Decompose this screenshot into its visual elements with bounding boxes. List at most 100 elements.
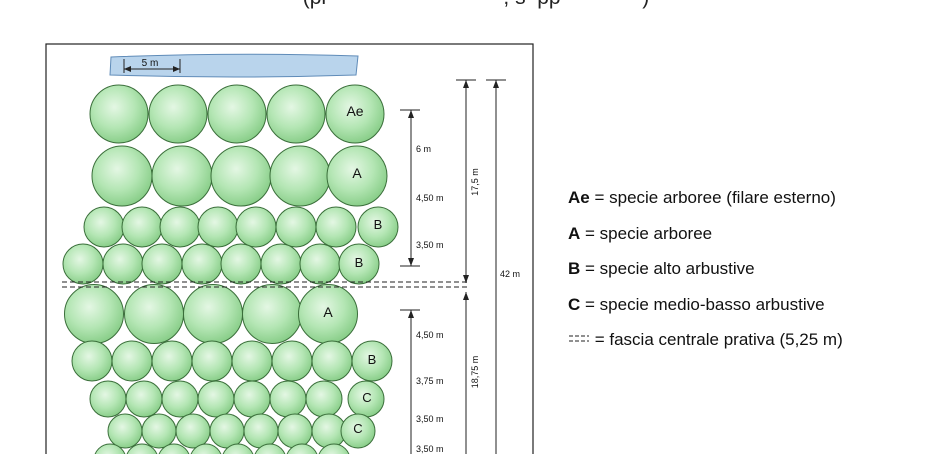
tree-canopy-circle (141, 243, 183, 285)
legend-item-a: A = specie arboree (568, 222, 843, 258)
spacing-label: 3,50 m (416, 240, 444, 250)
row-label-c-1: C (362, 390, 371, 405)
legend-code: C (568, 294, 581, 314)
row-label-ae: Ae (346, 103, 363, 119)
tree-canopy-circle (233, 380, 271, 418)
spacing-label: 3,50 m (416, 414, 444, 424)
tree-canopy-circle (315, 206, 357, 248)
tree-canopy-circle (197, 380, 235, 418)
tree-canopy-circle (125, 380, 163, 418)
row-label-a-2: A (323, 304, 333, 320)
tree-canopy-circle (299, 243, 341, 285)
legend-item-c: C = specie medio-basso arbustive (568, 293, 843, 329)
legend-code: A (568, 223, 581, 243)
tree-canopy-circle (269, 145, 331, 207)
tree-canopy-circle (141, 413, 177, 449)
legend-text: = fascia centrale prativa (5,25 m) (590, 330, 843, 349)
tree-canopy-circle (83, 206, 125, 248)
tree-canopy-circle (151, 340, 193, 382)
scale-bar: 5 m (123, 58, 181, 73)
legend: Ae = specie arboree (filare esterno) A =… (568, 186, 843, 364)
tree-canopy-circle (210, 145, 272, 207)
tree-canopy-circle (64, 284, 124, 344)
legend-text: = specie arboree (filare esterno) (589, 188, 836, 207)
tree-canopy-circle (126, 443, 158, 454)
top-caption: (pr , s pp ) (0, 0, 952, 10)
tree-canopy-circle (311, 340, 353, 382)
spacing-label: 4,50 m (416, 330, 444, 340)
row-label-c-2: C (353, 421, 362, 436)
dimension-half-upper (456, 79, 476, 283)
dimension-label-17-5: 17,5 m (470, 168, 480, 196)
row-label-a-1: A (352, 165, 362, 181)
tree-canopy-circle (121, 206, 163, 248)
tree-canopy-circle (357, 206, 399, 248)
dimension-half-lower (463, 292, 469, 454)
tree-canopy-circle (271, 340, 313, 382)
row-label-b-3: B (368, 352, 377, 367)
tree-canopy-circle (190, 443, 222, 454)
tree-canopy-circle (161, 380, 199, 418)
tree-canopy-circle (158, 443, 190, 454)
tree-canopy-circle (275, 206, 317, 248)
tree-canopy-circle (260, 243, 302, 285)
spacing-labels: 6 m 4,50 m 3,50 m 4,50 m 3,75 m 3,50 m 3… (416, 144, 444, 454)
legend-text: = specie arboree (580, 223, 713, 243)
legend-code: B (568, 259, 581, 278)
tree-canopy-circle (242, 284, 302, 344)
tree-canopy-circle (235, 206, 277, 248)
legend-text: = specie alto arbustive (580, 259, 755, 278)
scale-bar-label: 5 m (142, 58, 159, 69)
tree-canopy-circle (89, 84, 149, 144)
tree-canopy-circle (197, 206, 239, 248)
row-labels: Ae A B B A B C C (323, 103, 382, 436)
spacing-label: 4,50 m (416, 193, 444, 203)
tree-canopy-circle (207, 84, 267, 144)
row-label-b-2: B (355, 255, 364, 270)
tree-canopy-circle (102, 243, 144, 285)
tree-canopy-circle (159, 206, 201, 248)
row-label-b-1: B (374, 217, 383, 232)
tree-canopy-circle (266, 84, 326, 144)
tree-canopy-circle (277, 413, 313, 449)
tree-canopy-circle (209, 413, 245, 449)
dimension-label-42: 42 m (500, 269, 520, 279)
legend-text: = specie medio-basso arbustive (580, 294, 825, 314)
tree-canopy-circle (340, 413, 376, 449)
tree-canopy-circle (107, 413, 143, 449)
tree-rows (62, 84, 399, 454)
spacing-label: 6 m (416, 144, 431, 154)
tree-canopy-circle (62, 243, 104, 285)
row-spacing-upper (400, 109, 420, 267)
tree-canopy-circle (305, 380, 343, 418)
tree-canopy-circle (89, 380, 127, 418)
tree-canopy-circle (286, 443, 318, 454)
tree-canopy-circle (326, 145, 388, 207)
spacing-label: 3,75 m (416, 376, 444, 386)
tree-canopy-circle (254, 443, 286, 454)
tree-canopy-circle (351, 340, 393, 382)
row-spacing-lower (400, 309, 420, 454)
tree-canopy-circle (151, 145, 213, 207)
legend-code: Ae (568, 188, 590, 207)
tree-canopy-circle (222, 443, 254, 454)
dimension-label-18-75: 18,75 m (470, 356, 480, 389)
water-channel (109, 53, 359, 78)
tree-canopy-circle (71, 340, 113, 382)
tree-canopy-circle (148, 84, 208, 144)
tree-canopy-circle (183, 284, 243, 344)
tree-canopy-circle (111, 340, 153, 382)
legend-item-ae: Ae = specie arboree (filare esterno) (568, 186, 843, 222)
tree-canopy-circle (338, 243, 380, 285)
tree-canopy-circle (325, 84, 385, 144)
tree-canopy-circle (231, 340, 273, 382)
tree-canopy-circle (175, 413, 211, 449)
tree-canopy-circle (191, 340, 233, 382)
central-meadow-band (62, 281, 470, 288)
spacing-label: 3,50 m (416, 444, 444, 454)
legend-item-meadow-band: = fascia centrale prativa (5,25 m) (568, 328, 843, 364)
tree-canopy-circle (243, 413, 279, 449)
legend-item-b: B = specie alto arbustive (568, 257, 843, 293)
dimension-total (486, 79, 506, 454)
